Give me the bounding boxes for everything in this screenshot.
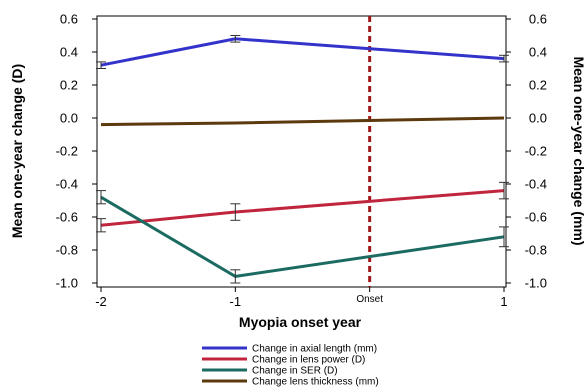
y-tick-label-left: 0.4 — [60, 45, 78, 60]
legend-label: Change in lens power (D) — [252, 355, 365, 366]
y-axis-left: 0.6 0.4 0.2 0.0 -0.2 -0.4 -0.6 -0.8 -1.0 — [56, 12, 97, 291]
y-tick-label-right: 0.4 — [529, 45, 547, 60]
y-tick-label-right: -0.2 — [525, 144, 547, 159]
y-axis-left-title: Mean one-year change (D) — [9, 64, 25, 238]
x-tick-label: -2 — [95, 294, 107, 309]
legend: Change in axial length (mm)Change in len… — [202, 344, 379, 388]
y-tick-label-right: -0.6 — [525, 210, 547, 225]
y-tick-label-left: -0.8 — [56, 243, 78, 258]
x-tick-label: Onset — [356, 294, 383, 305]
series-line — [100, 189, 505, 227]
y-tick-label-left: -0.4 — [56, 177, 78, 192]
x-tick-label: -1 — [230, 294, 242, 309]
y-tick-label-right: 0.0 — [529, 111, 547, 126]
series-layer — [96, 35, 509, 284]
y-tick-label-left: -0.2 — [56, 144, 78, 159]
series-line — [100, 116, 505, 127]
x-axis: -2 -1 Onset 1 — [95, 287, 508, 309]
y-axis-right-title: Mean one-year change (mm) — [571, 56, 587, 245]
y-tick-label-right: 0.2 — [529, 78, 547, 93]
y-tick-label-left: -1.0 — [56, 276, 78, 291]
y-tick-label-left: -0.6 — [56, 210, 78, 225]
legend-label: Change in SER (D) — [252, 366, 338, 377]
x-axis-title: Myopia onset year — [239, 314, 362, 330]
series-line — [100, 37, 505, 67]
x-tick-label: 1 — [500, 294, 507, 309]
y-tick-label-right: -1.0 — [525, 276, 547, 291]
y-tick-label-right: -0.4 — [525, 177, 547, 192]
series-line — [100, 195, 505, 278]
legend-label: Change in axial length (mm) — [252, 344, 377, 355]
y-tick-label-left: 0.2 — [60, 78, 78, 93]
y-tick-label-left: 0.6 — [60, 12, 78, 27]
y-tick-label-left: 0.0 — [60, 111, 78, 126]
y-axis-right: 0.6 0.4 0.2 0.0 -0.2 -0.4 -0.6 -0.8 -1.0 — [506, 12, 547, 291]
legend-label: Change lens thickness (mm) — [252, 377, 379, 388]
y-tick-label-right: 0.6 — [529, 12, 547, 27]
y-tick-label-right: -0.8 — [525, 243, 547, 258]
